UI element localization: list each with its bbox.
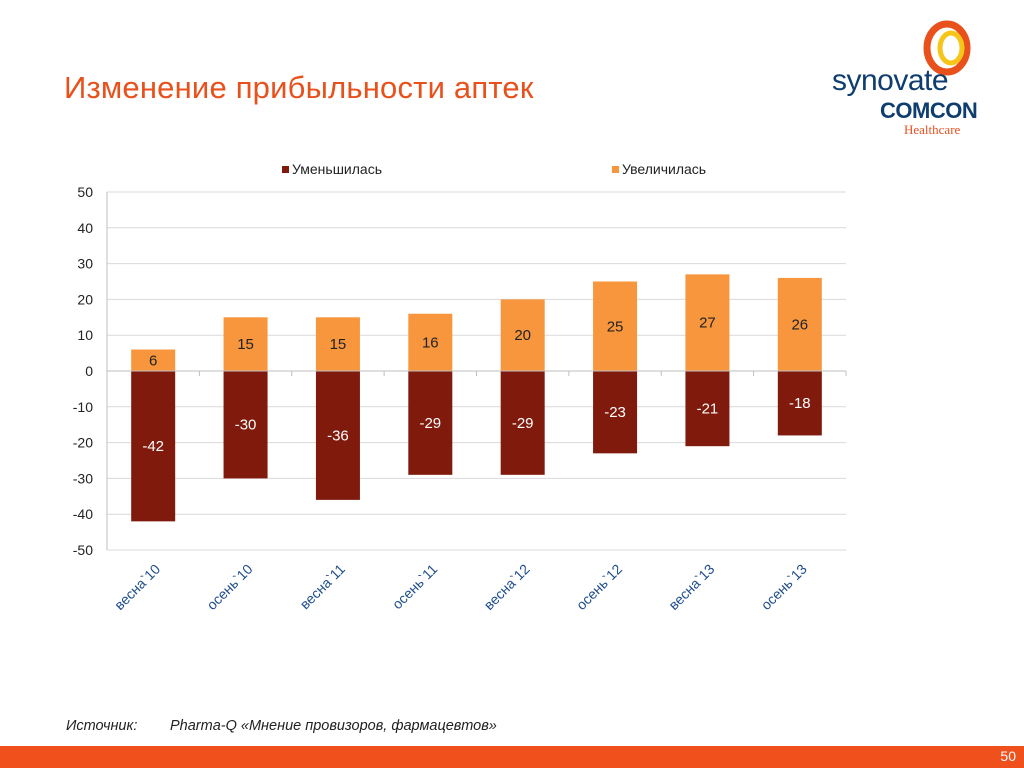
data-label-decreased: -30 bbox=[235, 417, 257, 434]
x-tick-label: весна`10 bbox=[111, 561, 163, 613]
data-label-increased: 25 bbox=[607, 318, 624, 335]
logo-ring-icon bbox=[923, 20, 971, 76]
y-tick-label: 20 bbox=[77, 291, 93, 307]
data-label-increased: 20 bbox=[514, 327, 531, 344]
bar-decreased bbox=[223, 371, 268, 479]
bar-increased bbox=[500, 299, 545, 371]
y-tick-label: 10 bbox=[77, 327, 93, 343]
data-label-decreased: -29 bbox=[419, 415, 441, 432]
y-tick-label: 50 bbox=[77, 184, 93, 200]
y-tick-label: -40 bbox=[73, 506, 93, 522]
y-tick-label: 0 bbox=[85, 363, 93, 379]
legend-label: Уменьшилась bbox=[292, 161, 382, 177]
x-tick-label: осень`11 bbox=[389, 561, 441, 613]
y-tick-label: -20 bbox=[73, 435, 93, 451]
y-tick-label: -50 bbox=[73, 542, 93, 558]
data-label-increased: 16 bbox=[422, 334, 439, 351]
y-tick-label: -10 bbox=[73, 399, 93, 415]
data-label-increased: 26 bbox=[791, 316, 808, 333]
bar-increased bbox=[315, 317, 360, 371]
legend-swatch bbox=[282, 166, 289, 173]
profitability-chart: 50 40 30 20 10 0 -10 -20 -30 -40 -50 -42 6 весна`10 -3… bbox=[73, 161, 847, 613]
x-tick-label: весна`12 bbox=[481, 561, 533, 613]
bar-decreased bbox=[777, 371, 822, 436]
data-label-decreased: -21 bbox=[697, 401, 719, 418]
data-label-decreased: -42 bbox=[142, 438, 164, 455]
data-label-increased: 6 bbox=[149, 352, 157, 369]
footer-bar: 50 bbox=[0, 746, 1024, 768]
x-tick-label: весна`11 bbox=[297, 561, 349, 613]
logo-synovate-text: synovate bbox=[832, 64, 949, 97]
x-tick-label: осень`10 bbox=[203, 561, 255, 613]
bar-increased bbox=[685, 274, 730, 371]
y-tick-label: -30 bbox=[73, 470, 93, 486]
bar-decreased bbox=[315, 371, 360, 500]
data-label-increased: 15 bbox=[237, 336, 254, 353]
legend-label: Увеличилась bbox=[622, 161, 706, 177]
x-tick-label: осень`12 bbox=[573, 561, 625, 613]
bar-increased bbox=[408, 313, 453, 371]
synovate-comcon-logo: synovate COMCON Healthcare bbox=[826, 18, 996, 138]
legend-swatch bbox=[612, 166, 619, 173]
bar-increased bbox=[593, 281, 638, 371]
data-label-increased: 27 bbox=[699, 315, 716, 332]
source-note: Источник: Pharma-Q «Мнение провизоров, фа… bbox=[66, 718, 497, 734]
source-label: Источник: bbox=[66, 718, 138, 734]
data-label-decreased: -29 bbox=[512, 415, 534, 432]
page-number: 50 bbox=[1000, 748, 1016, 764]
bar-decreased bbox=[131, 371, 176, 522]
bar-decreased bbox=[500, 371, 545, 475]
x-tick-label: осень`13 bbox=[758, 561, 810, 613]
data-label-decreased: -36 bbox=[327, 427, 349, 444]
bar-increased bbox=[131, 349, 176, 371]
y-tick-label: 40 bbox=[77, 220, 93, 236]
source-text: Pharma-Q «Мнение провизоров, фармацевтов… bbox=[170, 718, 497, 734]
x-tick-label: весна`13 bbox=[665, 561, 717, 613]
bar-decreased bbox=[593, 371, 638, 454]
bar-increased bbox=[223, 317, 268, 371]
slide-title: Изменение прибыльности аптек bbox=[64, 70, 534, 105]
data-label-decreased: -23 bbox=[604, 404, 626, 421]
bar-decreased bbox=[408, 371, 453, 475]
bar-decreased bbox=[685, 371, 730, 447]
logo-healthcare-text: Healthcare bbox=[904, 122, 961, 137]
data-label-decreased: -18 bbox=[789, 395, 811, 412]
data-label-increased: 15 bbox=[330, 336, 347, 353]
logo-comcon-text: COMCON bbox=[880, 98, 978, 123]
y-tick-label: 30 bbox=[77, 256, 93, 272]
bar-increased bbox=[777, 277, 822, 371]
